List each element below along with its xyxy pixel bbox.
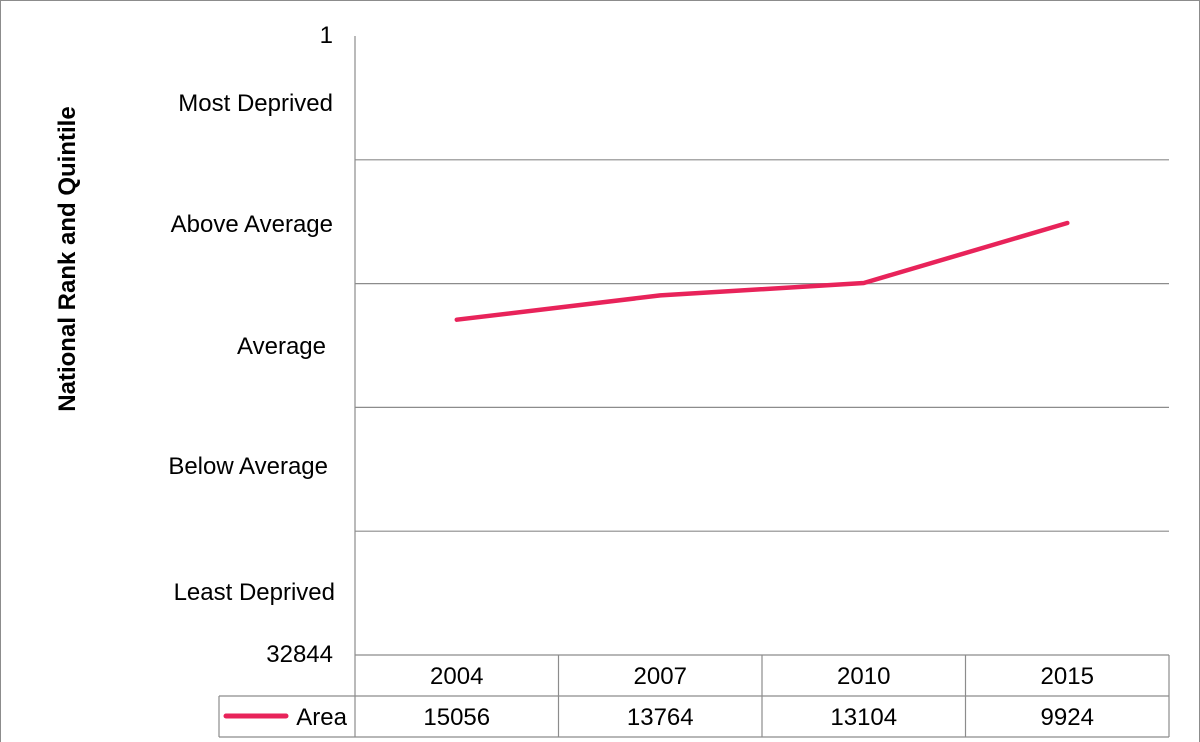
data-table: 2004 2007 2010 2015 Area 15056 13764 13104 9924 [218,654,1170,738]
y-bottom-label: 32844 [266,641,333,668]
quintile-label: Least Deprived [174,579,335,606]
x-tick-label: 2010 [837,663,890,690]
data-value-label: 9924 [1041,704,1094,731]
quintile-label: Below Average [168,453,328,480]
quintile-label: Above Average [171,211,333,238]
data-value-label: 13764 [627,704,694,731]
quintile-label: Most Deprived [178,90,333,117]
x-tick-label: 2004 [430,663,483,690]
legend-label: Area [296,704,347,731]
data-value-label: 15056 [423,704,490,731]
quintile-labels: Most Deprived Above Average Average Below A… [168,90,335,606]
data-value-label: 13104 [830,704,897,731]
y-top-label: 1 [320,22,333,49]
series-line [454,220,1070,322]
y-axis-label: National Rank and Quintile [54,106,81,411]
x-tick-label: 2007 [634,663,687,690]
quintile-label: Average [237,333,326,360]
series-area [454,220,1070,322]
x-tick-label: 2015 [1041,663,1094,690]
gridlines [354,36,1169,655]
